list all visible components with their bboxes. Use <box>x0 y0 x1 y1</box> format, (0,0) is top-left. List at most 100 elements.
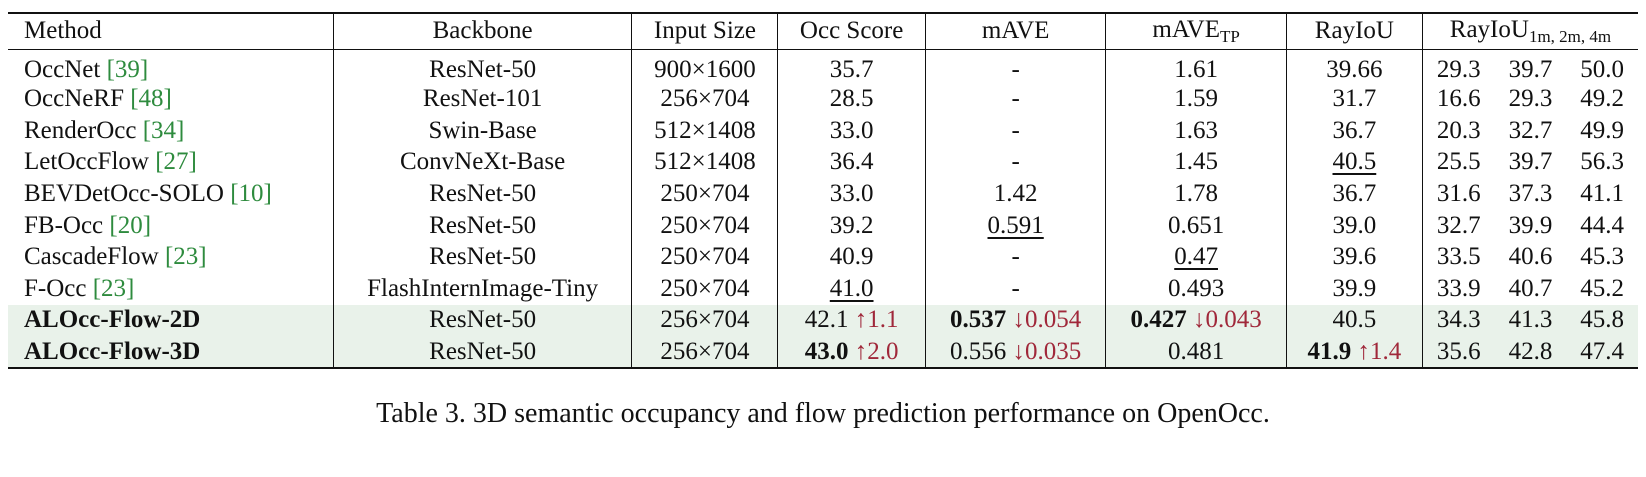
cell-rayiou: 39.0 <box>1286 209 1423 242</box>
cell-rayiou-2m: 39.7 <box>1508 148 1553 176</box>
cell-method: OccNeRF [48] <box>8 83 334 116</box>
citation-link[interactable]: [27] <box>155 148 197 176</box>
cell-input-size: 250×704 <box>631 241 779 274</box>
cell-backbone: ResNet-101 <box>333 83 633 116</box>
cell-backbone: Swin-Base <box>333 115 633 147</box>
cell-rayiou-2m: 37.3 <box>1508 180 1553 208</box>
mave-tp-value: 0.427 <box>1130 306 1187 334</box>
header-backbone: Backbone <box>333 12 633 50</box>
cell-mave: 1.42 <box>925 178 1107 210</box>
citation-link[interactable]: [39] <box>106 55 149 83</box>
cell-rayiou-2m: 40.6 <box>1508 243 1553 271</box>
cell-input-size: 250×704 <box>631 178 779 210</box>
cell-rayiou-4m: 49.2 <box>1580 85 1625 113</box>
header-rayiou-multi-sub: 1m, 2m, 4m <box>1528 26 1612 46</box>
occ-score-value: 43.0 <box>804 337 849 365</box>
cell-backbone: ResNet-50 <box>333 49 633 84</box>
cell-mave-tp: 1.59 <box>1105 83 1287 116</box>
cell-occ-score: 42.1 ↑1.1 <box>777 304 926 337</box>
citation-link[interactable]: [23] <box>92 274 135 302</box>
header-occ-score: Occ Score <box>777 12 926 50</box>
citation-link[interactable]: [20] <box>109 211 152 239</box>
table-row: CascadeFlow [23] ResNet-50 250×704 40.9 … <box>8 241 1638 274</box>
cell-rayiou-2m: 42.8 <box>1494 336 1567 369</box>
cell-input-size: 512×1408 <box>631 115 779 147</box>
cell-rayiou-4m: 49.9 <box>1580 116 1625 144</box>
cell-input-size: 256×704 <box>631 83 779 116</box>
mave-value: 0.537 <box>950 306 1007 334</box>
table-row: LetOccFlow [27] ConvNeXt-Base 512×1408 3… <box>8 146 1638 179</box>
results-table: Method Backbone Input Size Occ Score mAV… <box>8 12 1638 369</box>
citation-link[interactable]: [10] <box>230 180 272 208</box>
table-row: OccNeRF [48] ResNet-101 256×704 28.5 - 1… <box>8 83 1638 116</box>
cell-occ-score: 41.0 <box>777 273 926 305</box>
cell-rayiou-2m: 39.9 <box>1508 211 1553 239</box>
cell-mave-tp: 1.78 <box>1105 178 1287 210</box>
mave-delta: ↓0.054 <box>1012 306 1082 334</box>
cell-rayiou-2m: 40.7 <box>1508 274 1553 302</box>
method-name: BEVDetOcc-SOLO <box>24 180 224 208</box>
cell-mave-tp: 0.493 <box>1105 273 1287 305</box>
cell-input-size: 250×704 <box>631 209 779 242</box>
cell-mave-tp: 1.61 <box>1105 49 1287 84</box>
cell-method: LetOccFlow [27] <box>8 146 334 179</box>
cell-rayiou-1m: 35.6 <box>1422 336 1495 369</box>
cell-rayiou: 36.7 <box>1286 178 1423 210</box>
cell-rayiou-1m: 33.9 <box>1436 274 1481 302</box>
table-row-ours: ALOcc-Flow-2D ResNet-50 256×704 42.1 ↑1.… <box>8 304 1638 337</box>
cell-method: ALOcc-Flow-2D <box>8 304 334 337</box>
cell-rayiou: 31.7 <box>1286 83 1423 116</box>
cell-mave-tp: 0.651 <box>1105 209 1287 242</box>
citation-link[interactable]: [48] <box>130 85 172 113</box>
cell-rayiou-1m: 25.5 <box>1436 148 1481 176</box>
cell-occ-score: 33.0 <box>777 115 926 147</box>
cell-rayiou-1m: 32.7 <box>1436 211 1481 239</box>
cell-mave: 0.537 ↓0.054 <box>925 304 1107 337</box>
cell-input-size: 512×1408 <box>631 146 779 179</box>
cell-rayiou-1m: 16.6 <box>1436 85 1481 113</box>
citation-link[interactable]: [23] <box>164 243 207 271</box>
citation-link[interactable]: [34] <box>142 116 185 144</box>
cell-mave: - <box>925 241 1107 274</box>
table-row: OccNet [39] ResNet-50 900×1600 35.7 - 1.… <box>8 49 1638 84</box>
cell-mave: - <box>925 49 1107 84</box>
cell-mave: 0.591 <box>925 209 1107 242</box>
header-mave-tp-main: mAVE <box>1152 15 1220 43</box>
cell-occ-score: 33.0 <box>777 178 926 210</box>
header-rayiou-multi-main: RayIoU <box>1449 15 1529 43</box>
method-name: CascadeFlow <box>24 243 159 271</box>
cell-rayiou: 40.5 <box>1286 304 1423 337</box>
cell-input-size: 256×704 <box>631 304 779 337</box>
cell-rayiou-4m: 45.3 <box>1580 243 1625 271</box>
cell-method: CascadeFlow [23] <box>8 241 334 274</box>
cell-method: FB-Occ [20] <box>8 209 334 242</box>
cell-rayiou-4m: 45.8 <box>1566 304 1638 337</box>
cell-mave: - <box>925 146 1107 179</box>
cell-mave-tp: 0.481 <box>1105 336 1287 369</box>
cell-method: RenderOcc [34] <box>8 115 334 147</box>
cell-mave: - <box>925 83 1107 116</box>
cell-mave-tp: 1.45 <box>1105 146 1287 179</box>
cell-method: F-Occ [23] <box>8 273 334 305</box>
cell-rayiou: 40.5 <box>1286 146 1423 179</box>
cell-rayiou-1m: 20.3 <box>1436 116 1481 144</box>
cell-rayiou: 39.6 <box>1286 241 1423 274</box>
header-rayiou: RayIoU <box>1286 12 1423 50</box>
rayiou-delta: ↑1.4 <box>1357 337 1402 365</box>
cell-mave: - <box>925 273 1107 305</box>
cell-occ-score: 40.9 <box>777 241 926 274</box>
table-row: F-Occ [23] FlashInternImage-Tiny 250×704… <box>8 273 1638 305</box>
header-mave: mAVE <box>925 12 1107 50</box>
cell-rayiou: 41.9 ↑1.4 <box>1286 336 1423 369</box>
cell-rayiou-2m: 39.7 <box>1508 55 1553 83</box>
table-row: BEVDetOcc-SOLO [10] ResNet-50 250×704 33… <box>8 178 1638 210</box>
cell-rayiou-1m: 29.3 <box>1436 55 1481 83</box>
cell-rayiou: 39.66 <box>1286 49 1423 84</box>
cell-rayiou-4m: 44.4 <box>1580 211 1625 239</box>
rayiou-value: 41.9 <box>1307 337 1352 365</box>
cell-backbone: ConvNeXt-Base <box>333 146 633 179</box>
mave-tp-delta: ↓0.043 <box>1192 306 1262 334</box>
cell-rayiou-4m: 47.4 <box>1566 336 1638 369</box>
cell-occ-score: 39.2 <box>777 209 926 242</box>
